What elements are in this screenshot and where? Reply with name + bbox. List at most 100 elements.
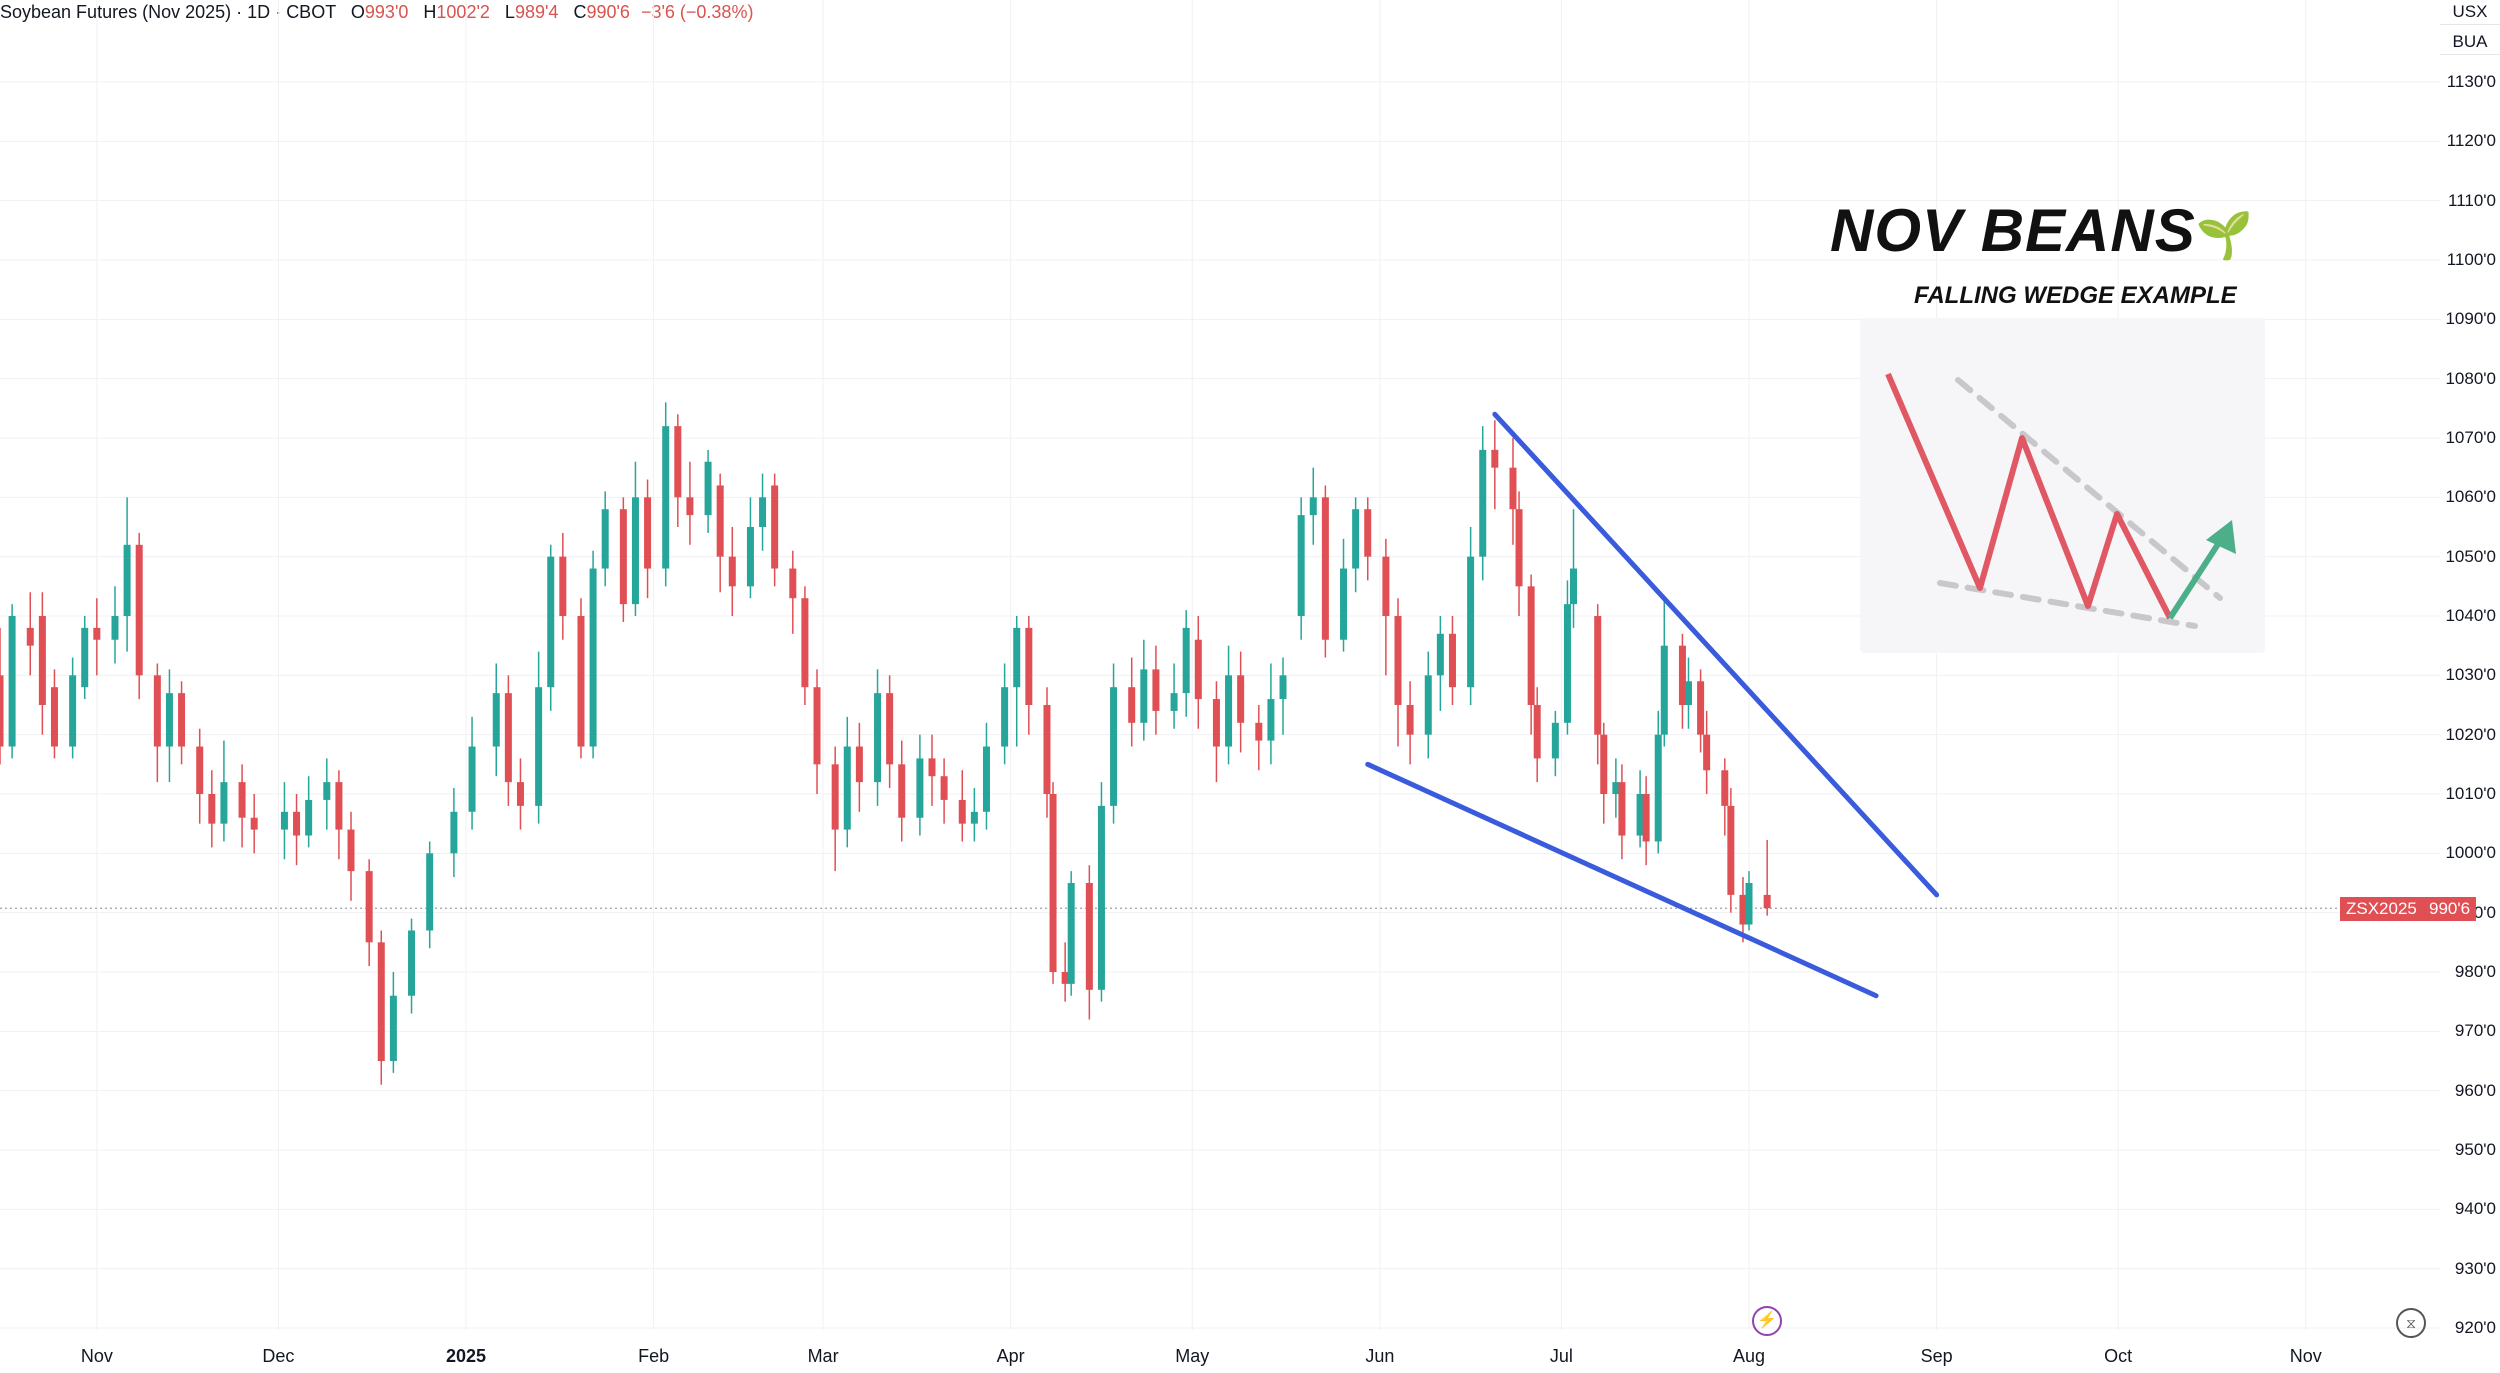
candle-body: [50, 687, 58, 747]
candle-body: [1364, 509, 1372, 557]
candle-body: [746, 527, 754, 587]
candle-body: [1551, 722, 1559, 759]
candle-body: [535, 687, 543, 806]
candle-body: [220, 782, 228, 824]
candle-body: [958, 799, 966, 824]
candle-body: [389, 995, 397, 1061]
price-tick-label: 1030'0: [2445, 665, 2496, 685]
breakout-arrow-line: [2167, 536, 2225, 620]
price-tick-label: 920'0: [2454, 1318, 2496, 1337]
candle-body: [347, 829, 355, 872]
annotation-title: NOV BEANS🌱: [1830, 196, 2254, 265]
candle-body: [111, 616, 119, 640]
price-tick-label: 1060'0: [2445, 487, 2496, 507]
candle-body: [831, 764, 839, 830]
candle-body: [1436, 633, 1444, 676]
candle-body: [1321, 497, 1329, 640]
candle-body: [196, 746, 204, 794]
time-tick-label: Aug: [1732, 1346, 1766, 1366]
candle-body: [1600, 734, 1608, 794]
candle-body: [1739, 894, 1747, 925]
lightning-icon[interactable]: ⚡: [1752, 1306, 1782, 1336]
candle-body: [789, 568, 797, 599]
candle-body: [1612, 782, 1620, 794]
time-tick-label: Nov: [80, 1346, 113, 1366]
candle-body: [1225, 675, 1233, 747]
time-tick-label: 2025: [445, 1346, 487, 1366]
candle-body: [1049, 794, 1057, 972]
change-value: −3'6 (−0.38%): [640, 2, 754, 22]
candle-body: [1509, 467, 1517, 510]
candle-body: [1448, 633, 1456, 688]
candle-body: [1128, 687, 1136, 723]
candle-body: [1697, 681, 1705, 735]
candle-body: [38, 616, 46, 705]
candle-body: [1515, 509, 1523, 587]
candle-body: [577, 616, 585, 747]
candle-body: [1061, 972, 1069, 984]
candle-body: [93, 627, 101, 640]
candle-body: [559, 556, 567, 616]
candle-body: [1352, 509, 1360, 569]
candle-body: [1097, 805, 1105, 990]
candle-body: [940, 776, 948, 800]
candle-body: [8, 616, 16, 747]
price-tick-label: 950'0: [2454, 1140, 2496, 1159]
price-tick-label: 1070'0: [2445, 428, 2496, 447]
candle-body: [504, 693, 512, 783]
price-tick-label: 930'0: [2454, 1258, 2496, 1278]
falling-wedge-illustration: [1860, 318, 2265, 653]
symbol-name[interactable]: Soybean Futures (Nov 2025): [0, 2, 232, 22]
candle-body: [1237, 675, 1245, 723]
candle-body: [335, 782, 343, 830]
ticker-tag: ZSX2025: [2340, 897, 2423, 921]
candle-body: [1563, 604, 1571, 723]
candle-body: [589, 568, 597, 747]
candle-body: [26, 627, 34, 646]
time-tick-label: Oct: [2104, 1346, 2133, 1366]
time-tick-label: Dec: [262, 1346, 295, 1366]
high-value: 1002'2: [436, 2, 490, 22]
price-tick-label: 1010'0: [2445, 784, 2496, 803]
time-tick-label: Nov: [2289, 1346, 2322, 1366]
unit-label-usx[interactable]: USX: [2440, 0, 2500, 25]
candle-body: [601, 509, 609, 569]
candle-body: [123, 544, 131, 616]
unit-label-bua[interactable]: BUA: [2440, 30, 2500, 55]
candle-body: [1013, 627, 1021, 688]
candle-body: [704, 461, 712, 516]
candle-body: [1085, 883, 1093, 990]
candle-body: [81, 627, 89, 688]
clock-icon[interactable]: ⧖: [2396, 1308, 2426, 1338]
candle-body: [1152, 669, 1160, 711]
price-tick-label: 1100'0: [2446, 250, 2496, 269]
candle-body: [1309, 497, 1317, 516]
candle-body: [1654, 734, 1662, 842]
interval-label[interactable]: 1D: [247, 2, 271, 22]
candle-body: [365, 871, 373, 943]
candle-body: [492, 693, 500, 747]
candle-body: [165, 693, 173, 747]
trendline-upper: [1492, 411, 1940, 898]
wedge-upper-dashed: [1955, 377, 2223, 601]
annotation-subtitle: FALLING WEDGE EXAMPLE: [1914, 282, 2237, 309]
candle-body: [426, 853, 434, 931]
candle-body: [1025, 627, 1033, 705]
candle-body: [728, 556, 736, 587]
candle-body: [1043, 705, 1051, 794]
wedge-lower-dashed: [1937, 580, 2198, 629]
last-price-tag: 990'6: [2423, 897, 2477, 921]
candle-body: [674, 426, 682, 498]
low-label: L: [504, 2, 515, 22]
candle-body: [644, 497, 652, 569]
candle-body: [1479, 449, 1487, 557]
candle-body: [69, 675, 77, 747]
candle-body: [1140, 669, 1148, 723]
price-tick-label: 960'0: [2454, 1080, 2496, 1100]
price-tick-label: 1090'0: [2445, 309, 2496, 329]
price-tick-label: 1130'0: [2446, 72, 2496, 91]
candle-body: [1279, 675, 1287, 700]
candle-body: [855, 746, 863, 783]
candle-body: [1467, 556, 1475, 688]
